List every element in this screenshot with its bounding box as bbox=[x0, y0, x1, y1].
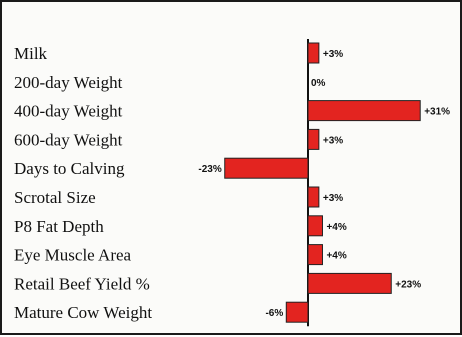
bar bbox=[307, 244, 323, 266]
value-label: -23% bbox=[198, 164, 221, 175]
bar bbox=[307, 272, 392, 294]
value-label: +3% bbox=[323, 193, 343, 204]
category-label: Mature Cow Weight bbox=[14, 303, 152, 322]
value-label: +23% bbox=[395, 279, 421, 290]
bar bbox=[307, 42, 320, 64]
category-label: Days to Calving bbox=[14, 159, 125, 178]
category-label: P8 Fat Depth bbox=[14, 217, 104, 236]
value-label: -6% bbox=[265, 308, 283, 319]
value-label: +31% bbox=[424, 107, 450, 118]
value-label: +3% bbox=[323, 49, 343, 60]
value-label: +4% bbox=[326, 222, 346, 233]
category-label: Retail Beef Yield % bbox=[14, 274, 150, 293]
bar bbox=[307, 128, 320, 150]
category-label: Eye Muscle Area bbox=[14, 246, 132, 265]
bar bbox=[307, 100, 421, 122]
category-label: 200-day Weight bbox=[14, 73, 123, 92]
category-label: 600-day Weight bbox=[14, 130, 123, 149]
value-label: +4% bbox=[326, 251, 346, 262]
category-label: Scrotal Size bbox=[14, 188, 96, 207]
bar bbox=[224, 157, 309, 179]
value-label: +3% bbox=[323, 135, 343, 146]
bar bbox=[307, 186, 320, 208]
category-label: 400-day Weight bbox=[14, 102, 123, 121]
value-label: 0% bbox=[311, 78, 326, 89]
category-label: Milk bbox=[14, 44, 48, 63]
bar bbox=[285, 301, 309, 323]
bar bbox=[307, 215, 323, 237]
